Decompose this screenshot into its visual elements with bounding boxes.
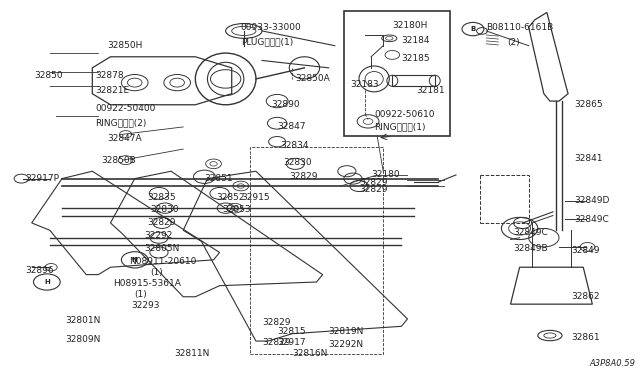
Text: H: H [44,279,50,285]
Text: (1): (1) [135,291,147,299]
Text: 32917P: 32917P [26,174,60,183]
Text: 32841: 32841 [574,154,603,163]
Text: 32917: 32917 [277,339,306,347]
Text: RINGリング(1): RINGリング(1) [374,122,426,131]
Bar [250,147,383,354]
Text: 32849C: 32849C [513,228,548,237]
Text: 32293: 32293 [132,301,160,311]
Text: PLUGプラグ(1): PLUGプラグ(1) [241,38,293,46]
Text: N08911-20610: N08911-20610 [129,257,196,266]
Text: 32850: 32850 [35,71,63,80]
Text: 32847: 32847 [277,122,306,131]
Text: 32183: 32183 [350,80,378,89]
Text: (1): (1) [150,268,163,277]
Text: 32829: 32829 [359,185,387,194]
Text: 32816N: 32816N [292,350,328,359]
Text: A3P8A0.59: A3P8A0.59 [589,359,636,368]
Text: 32809N: 32809N [65,335,100,344]
Text: 32830: 32830 [284,157,312,167]
Text: 00922-50400: 00922-50400 [95,104,156,113]
Text: 32292N: 32292N [329,340,364,349]
Text: 32890: 32890 [271,100,300,109]
Text: 32801N: 32801N [65,316,100,325]
Text: 32185: 32185 [401,54,430,63]
Text: 32821E: 32821E [95,86,129,94]
Text: 32896: 32896 [26,266,54,275]
Text: 32829: 32829 [147,218,175,227]
Text: 32829: 32829 [262,318,291,327]
Text: 32811N: 32811N [174,350,209,359]
Text: 32849: 32849 [571,246,600,255]
Text: 32815: 32815 [277,327,306,336]
Text: 32850A: 32850A [295,74,330,83]
Text: 32834: 32834 [280,141,308,150]
Text: 32878: 32878 [95,71,124,80]
Text: RINGリング(2): RINGリング(2) [95,119,147,128]
Text: B08110-6161B: B08110-6161B [486,23,554,32]
Text: 32849C: 32849C [574,215,609,224]
Text: 32829: 32829 [262,339,291,347]
Text: 32850H: 32850H [108,41,143,50]
Text: 32184: 32184 [401,36,430,45]
Text: 32852: 32852 [216,193,245,202]
Text: 00933-33000: 00933-33000 [241,23,301,32]
Text: 32915: 32915 [241,193,269,202]
Text: 32829: 32829 [289,172,318,181]
Text: 32180H: 32180H [392,21,428,30]
Text: 32847A: 32847A [108,134,142,142]
Text: B: B [470,26,476,32]
Text: 32849D: 32849D [574,196,609,205]
Text: 32180: 32180 [371,170,400,179]
Text: 32292: 32292 [144,231,172,240]
Text: 32829: 32829 [359,178,387,187]
Text: 32865: 32865 [574,100,603,109]
Text: H08915-5361A: H08915-5361A [113,279,181,288]
Text: 32835: 32835 [147,193,175,202]
Text: 32862: 32862 [571,292,600,301]
Text: 32805N: 32805N [144,244,179,253]
Text: 32853: 32853 [223,205,252,215]
Text: (2): (2) [508,38,520,46]
Bar [344,11,450,136]
Text: 32819N: 32819N [329,327,364,336]
Text: 32851: 32851 [204,174,233,183]
Text: 32861: 32861 [571,333,600,342]
Text: 32849B: 32849B [513,244,548,253]
Text: N: N [132,257,138,263]
Text: 00922-50610: 00922-50610 [374,109,435,119]
Text: 32850B: 32850B [101,155,136,165]
Text: 32181: 32181 [417,86,445,94]
Text: 32830: 32830 [150,205,179,215]
